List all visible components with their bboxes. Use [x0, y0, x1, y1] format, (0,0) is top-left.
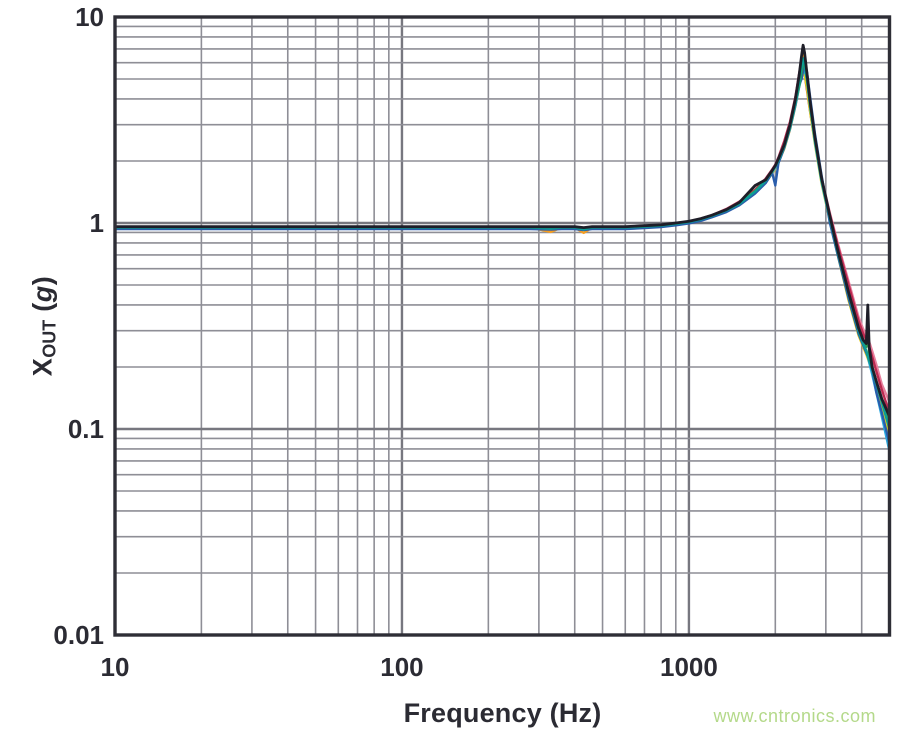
trace-unit-pink: [115, 64, 890, 404]
y-axis-label-base: X: [27, 357, 58, 377]
y-tick-label: 1: [90, 208, 104, 238]
y-axis-label-subscript: OUT: [39, 319, 60, 358]
y-tick-label: 0.01: [53, 620, 104, 650]
trace-unit-cyan: [115, 69, 890, 453]
x-tick-label: 1000: [660, 652, 718, 682]
y-tick-label: 0.1: [68, 414, 104, 444]
plot-border: [113, 15, 892, 637]
watermark: www.cntronics.com: [713, 706, 876, 726]
y-axis-label-unit-close: ): [27, 275, 58, 286]
y-tick-label: 10: [75, 2, 104, 32]
y-axis-label: XOUT (g): [28, 276, 61, 377]
x-tick-label: 100: [380, 652, 423, 682]
y-axis-label-unit-open: (: [27, 302, 58, 320]
trace-unit-black: [115, 43, 890, 418]
trace-unit-crimson: [115, 58, 890, 414]
trace-unit-orange: [115, 53, 890, 431]
x-axis-title: Frequency (Hz): [403, 698, 602, 728]
y-axis-label-unit-symbol: g: [27, 285, 58, 303]
x-tick-label: 10: [101, 652, 130, 682]
